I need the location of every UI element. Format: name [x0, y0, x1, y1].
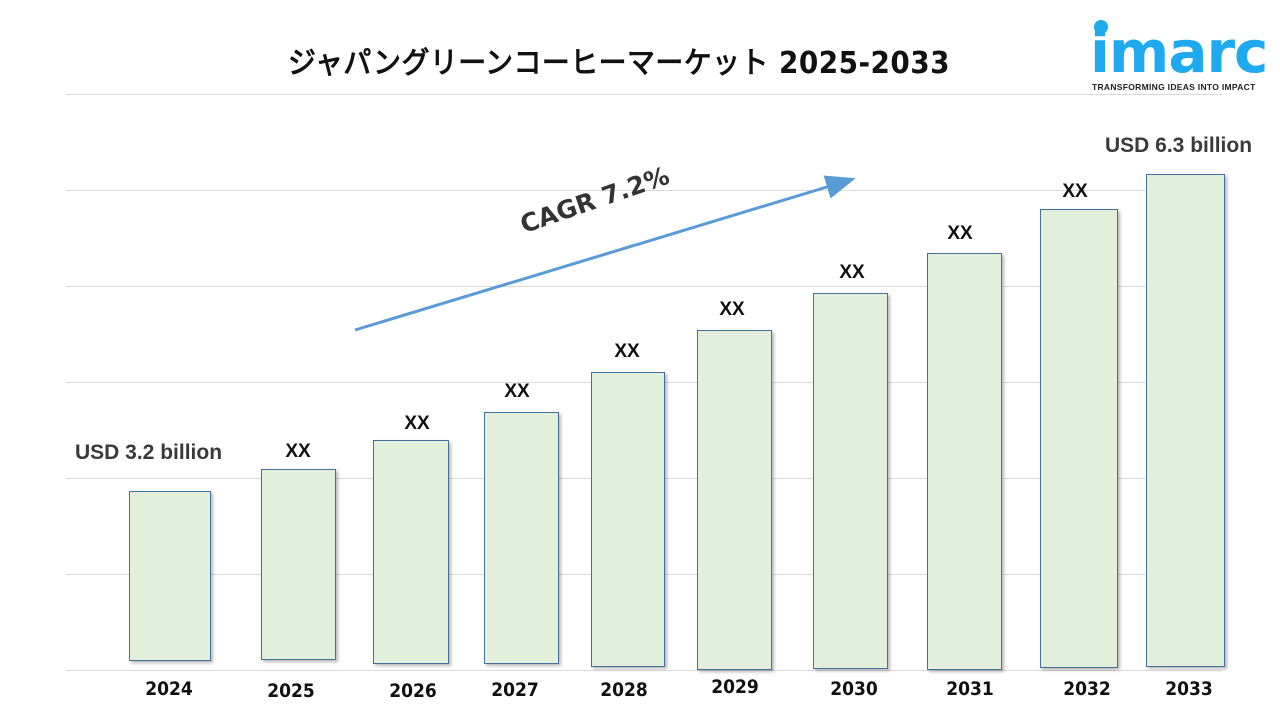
x-tick-2030: 2030 [830, 678, 878, 700]
logo-wordmark: imarc [1090, 18, 1268, 86]
bar-2033 [1146, 174, 1225, 667]
start-value-label: USD 3.2 billion [75, 441, 223, 464]
gridline [66, 190, 1222, 191]
x-axis-baseline [66, 670, 1222, 671]
x-tick-2033: 2033 [1165, 678, 1213, 700]
gridline [66, 94, 1222, 95]
bar-2032 [1040, 209, 1118, 668]
bar-2031 [927, 253, 1002, 670]
x-tick-2028: 2028 [600, 679, 648, 701]
bar-2025 [261, 469, 336, 660]
bar-value-label: XX [947, 223, 973, 244]
bar-2029 [697, 330, 772, 670]
logo-tagline: TRANSFORMING IDEAS INTO IMPACT [1092, 82, 1256, 92]
bar-value-label: XX [285, 441, 311, 462]
bar-2024 [129, 491, 211, 661]
bar-2026 [373, 440, 449, 664]
bar-2030 [813, 293, 888, 669]
end-value-label: USD 6.3 billion [1105, 134, 1253, 157]
bar-2028 [591, 372, 665, 667]
logo-dot-icon [1094, 20, 1108, 34]
x-tick-2027: 2027 [491, 679, 539, 701]
x-tick-2032: 2032 [1063, 678, 1111, 700]
x-tick-2031: 2031 [946, 678, 994, 700]
bar-value-label: XX [1062, 181, 1088, 202]
bar-value-label: XX [839, 262, 865, 283]
bar-value-label: XX [404, 413, 430, 434]
bar-value-label: XX [614, 341, 640, 362]
bar-value-label: XX [719, 299, 745, 320]
bar-2027 [484, 412, 559, 664]
chart-title: ジャパングリーンコーヒーマーケット 2025-2033 [288, 46, 951, 81]
x-tick-2024: 2024 [145, 678, 193, 700]
bar-value-label: XX [504, 381, 530, 402]
gridline [66, 286, 1222, 287]
x-tick-2026: 2026 [389, 680, 437, 702]
x-tick-2025: 2025 [267, 680, 315, 702]
x-tick-2029: 2029 [711, 676, 759, 698]
